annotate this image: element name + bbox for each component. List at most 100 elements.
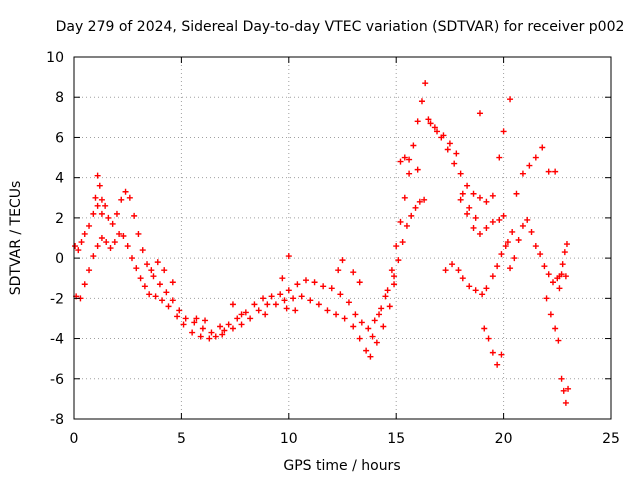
data-point <box>103 239 110 246</box>
data-point <box>337 291 344 298</box>
data-point <box>163 289 170 296</box>
data-point <box>524 216 531 223</box>
data-point <box>388 267 395 274</box>
data-point <box>122 188 129 195</box>
data-points <box>72 80 572 406</box>
x-axis-label: GPS time / hours <box>283 458 400 474</box>
data-point <box>290 295 297 302</box>
data-point <box>451 160 458 167</box>
data-point <box>105 214 112 221</box>
data-point <box>498 351 505 358</box>
data-point <box>466 283 473 290</box>
data-point <box>496 154 503 161</box>
data-point <box>489 273 496 280</box>
data-point <box>489 218 496 225</box>
data-point <box>397 158 404 165</box>
x-tick-label: 25 <box>602 431 620 447</box>
data-point <box>528 228 535 235</box>
data-point <box>526 162 533 169</box>
data-point <box>386 303 393 310</box>
data-point <box>494 361 501 368</box>
data-point <box>496 216 503 223</box>
data-point <box>406 170 413 177</box>
data-point <box>378 305 385 312</box>
data-point <box>485 335 492 342</box>
data-point <box>328 285 335 292</box>
data-point <box>470 224 477 231</box>
data-point <box>229 325 236 332</box>
data-point <box>191 319 198 326</box>
data-point <box>94 172 101 179</box>
data-point <box>208 329 215 336</box>
data-point <box>367 353 374 360</box>
data-point <box>476 110 483 117</box>
data-point <box>193 315 200 322</box>
data-point <box>410 142 417 149</box>
data-point <box>537 251 544 258</box>
data-point <box>189 329 196 336</box>
data-point <box>139 247 146 254</box>
data-point <box>399 239 406 246</box>
data-point <box>146 291 153 298</box>
data-point <box>507 96 514 103</box>
data-point <box>113 210 120 217</box>
data-point <box>212 333 219 340</box>
data-point <box>455 267 462 274</box>
y-tick-label: -2 <box>50 291 64 307</box>
data-point <box>552 325 559 332</box>
data-point <box>401 194 408 201</box>
data-point <box>182 315 189 322</box>
data-point <box>391 273 398 280</box>
data-point <box>148 267 155 274</box>
data-point <box>425 116 432 123</box>
data-point <box>550 279 557 286</box>
data-point <box>414 118 421 125</box>
data-point <box>498 251 505 258</box>
data-point <box>202 317 209 324</box>
data-point <box>509 228 516 235</box>
data-point <box>120 232 127 239</box>
data-point <box>102 202 109 209</box>
data-point <box>150 273 157 280</box>
data-point <box>94 243 101 250</box>
data-point <box>507 265 514 272</box>
data-point <box>356 279 363 286</box>
data-point <box>247 315 254 322</box>
data-point <box>174 313 181 320</box>
data-point <box>98 210 105 217</box>
data-point <box>427 120 434 127</box>
data-point <box>466 204 473 211</box>
data-point <box>118 196 125 203</box>
data-point <box>446 140 453 147</box>
data-point <box>90 210 97 217</box>
data-point <box>489 349 496 356</box>
data-point <box>137 275 144 282</box>
data-point <box>133 265 140 272</box>
data-point <box>111 239 118 246</box>
data-point <box>382 293 389 300</box>
data-point <box>515 237 522 244</box>
data-point <box>165 303 172 310</box>
data-point <box>403 222 410 229</box>
data-point <box>315 301 322 308</box>
data-point <box>292 307 299 314</box>
data-point <box>459 190 466 197</box>
data-point <box>369 333 376 340</box>
data-point <box>408 212 415 219</box>
data-point <box>384 287 391 294</box>
data-point <box>401 154 408 161</box>
data-point <box>391 281 398 288</box>
data-point <box>180 321 187 328</box>
data-point <box>545 168 552 175</box>
data-point <box>502 243 509 250</box>
data-point <box>307 297 314 304</box>
data-point <box>131 212 138 219</box>
data-point <box>345 299 352 306</box>
data-point <box>559 261 566 268</box>
data-point <box>350 323 357 330</box>
data-point <box>159 297 166 304</box>
data-point <box>440 132 447 139</box>
data-point <box>457 170 464 177</box>
data-point <box>98 196 105 203</box>
